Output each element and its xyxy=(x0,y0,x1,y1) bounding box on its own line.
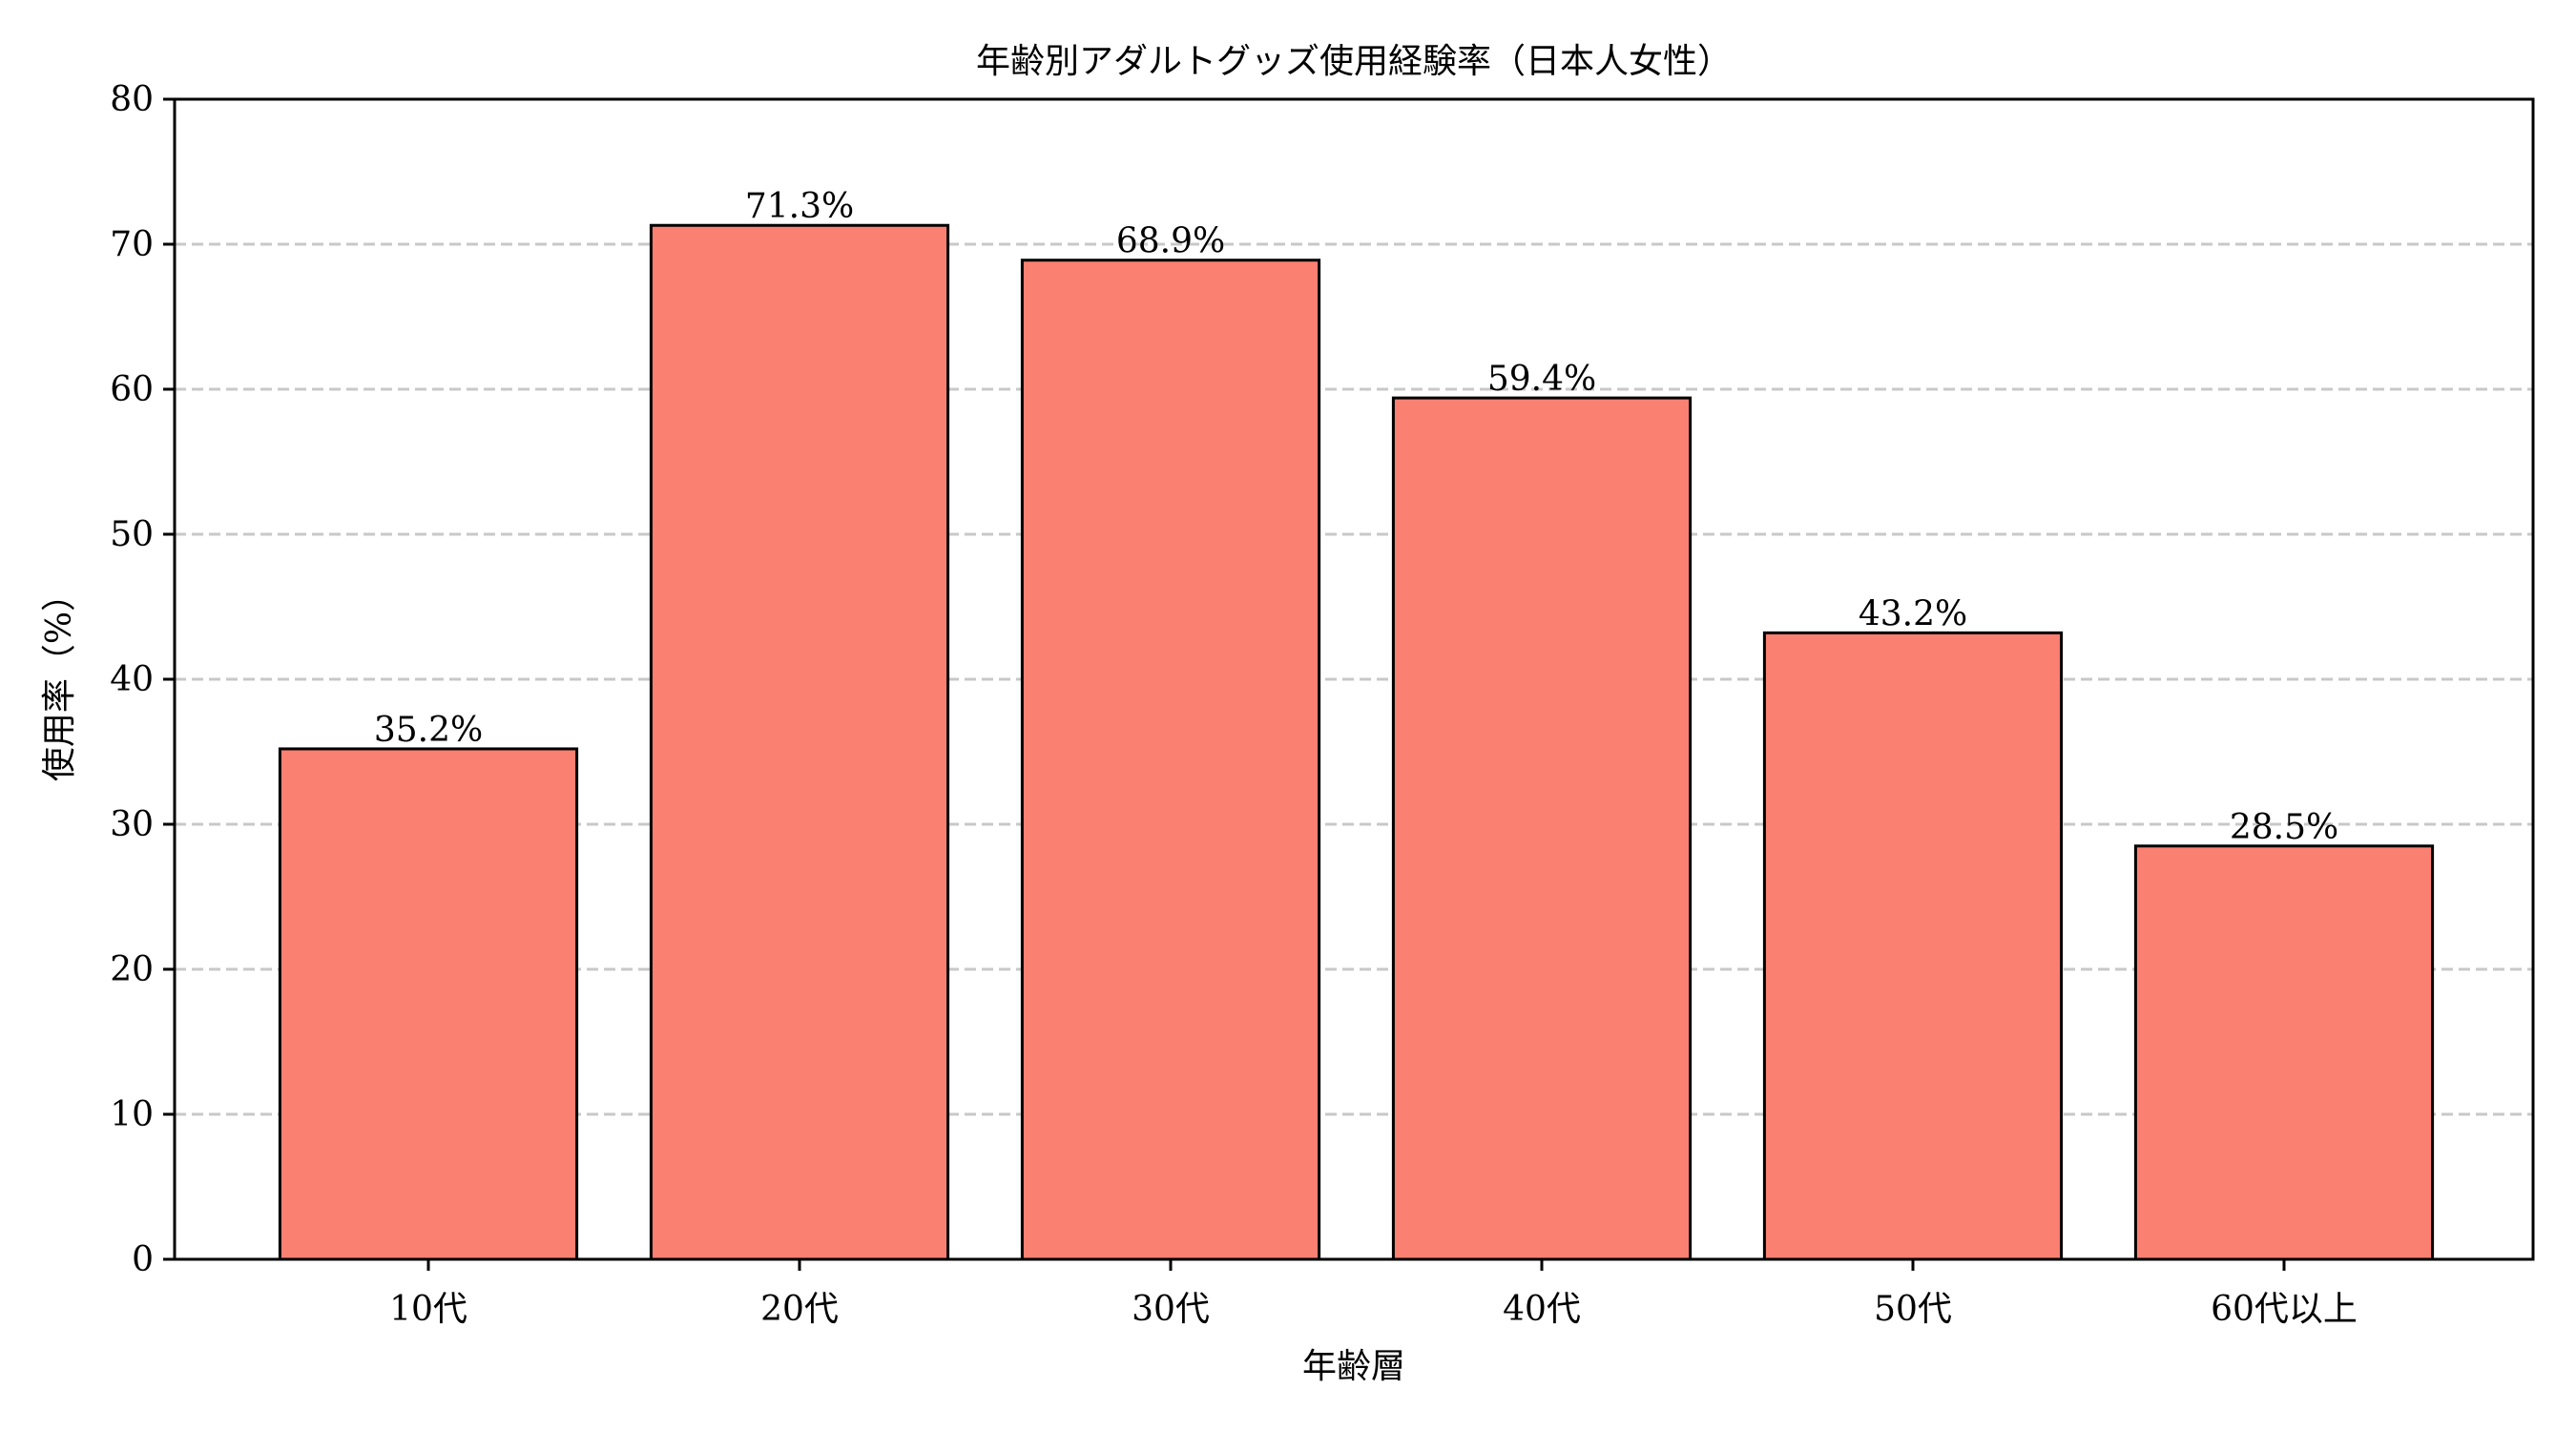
y-tick-label: 80 xyxy=(110,80,154,119)
bar-value-label: 43.2% xyxy=(1859,594,1967,633)
bar-value-label: 59.4% xyxy=(1487,360,1596,399)
x-tick-label: 20代 xyxy=(760,1290,839,1329)
x-tick-label: 30代 xyxy=(1132,1290,1210,1329)
bar-value-labels: 35.2% 71.3% 68.9% 59.4% 43.2% 28.5% xyxy=(374,187,2338,847)
y-tick-label: 10 xyxy=(110,1095,154,1134)
x-axis-label: 年齢層 xyxy=(1302,1347,1405,1386)
x-tick-label: 60代以上 xyxy=(2211,1290,2358,1329)
bar-value-label: 28.5% xyxy=(2230,808,2338,847)
x-axis-ticks: 10代 20代 30代 40代 50代 60代以上 xyxy=(389,1259,2358,1329)
bar-value-label: 71.3% xyxy=(745,187,854,226)
y-tick-label: 20 xyxy=(110,950,154,989)
bar xyxy=(278,747,579,1261)
y-tick-label: 70 xyxy=(110,225,154,264)
bar xyxy=(1762,631,2064,1261)
bar xyxy=(649,223,950,1261)
y-tick-label: 40 xyxy=(110,660,154,699)
y-tick-label: 30 xyxy=(110,805,154,844)
bar xyxy=(2133,844,2435,1261)
bar-value-label: 68.9% xyxy=(1116,222,1225,261)
bar xyxy=(1020,259,1321,1261)
bars-group xyxy=(278,223,2435,1261)
y-axis-label: 使用率（%） xyxy=(40,577,79,781)
bar xyxy=(1391,396,1693,1261)
y-tick-label: 50 xyxy=(110,515,154,554)
y-tick-label: 0 xyxy=(132,1240,154,1279)
bar-value-label: 35.2% xyxy=(374,711,483,750)
y-axis-ticks: 0 10 20 30 40 50 60 70 80 xyxy=(110,80,175,1279)
chart-title: 年齢別アダルトグッズ使用経験率（日本人女性） xyxy=(976,42,1732,81)
x-tick-label: 40代 xyxy=(1503,1290,1581,1329)
x-tick-label: 10代 xyxy=(389,1290,467,1329)
x-tick-label: 50代 xyxy=(1874,1290,1952,1329)
y-tick-label: 60 xyxy=(110,370,154,409)
